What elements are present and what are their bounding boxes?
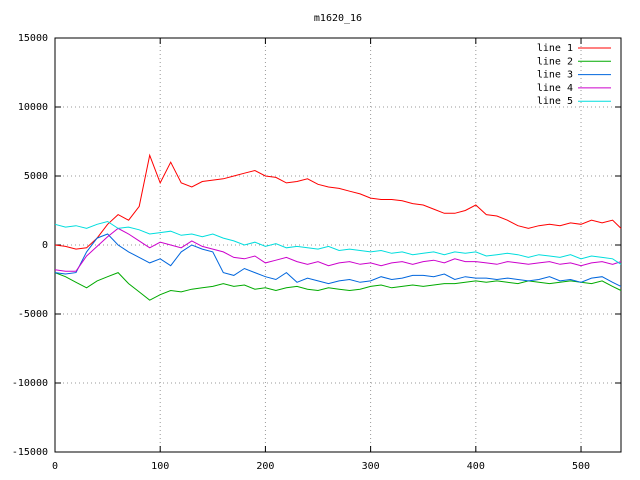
y-tick-label: -15000 [12,447,48,458]
legend-label: line 1 [537,43,573,54]
x-tick-label: 400 [467,461,485,472]
y-tick-label: 15000 [18,33,48,44]
x-tick-label: 300 [362,461,380,472]
x-tick-label: 0 [52,461,58,472]
x-tick-label: 500 [572,461,590,472]
x-tick-label: 100 [151,461,169,472]
legend-label: line 3 [537,70,573,81]
x-tick-label: 200 [256,461,274,472]
data-line [54,153,622,250]
data-line [54,220,622,265]
y-tick-label: 10000 [18,102,48,113]
y-tick-label: -5000 [18,309,48,320]
legend-label: line 5 [537,96,573,107]
y-tick-label: 0 [42,240,48,251]
chart-title: m1620_16 [314,13,362,24]
data-line [54,233,622,287]
y-tick-label: -10000 [12,378,48,389]
data-line [54,227,622,272]
legend-label: line 4 [537,83,573,94]
legend-label: line 2 [537,56,573,67]
y-tick-label: 5000 [24,171,48,182]
